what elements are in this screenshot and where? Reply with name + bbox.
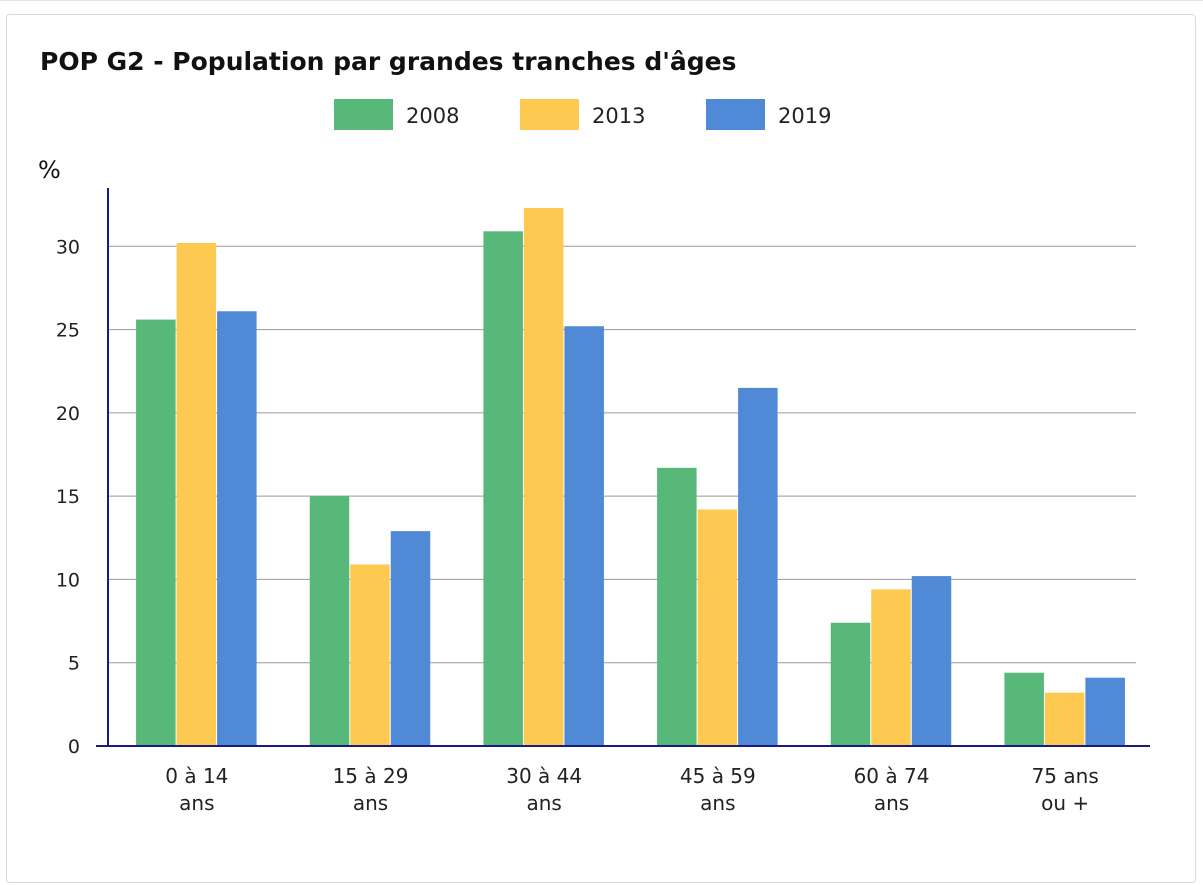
legend-swatch-2019 (706, 99, 765, 130)
bars (136, 207, 1125, 747)
x-tick-label-line: ans (353, 791, 388, 815)
bar-2008-1 (309, 496, 350, 746)
y-tick-label: 25 (56, 320, 80, 342)
legend-label: 2019 (778, 104, 831, 128)
x-tick-label: 45 à 59 ans (680, 764, 756, 815)
x-tick-label-line: 15 à 29 (333, 764, 409, 788)
x-tick-label-line: 0 à 14 (165, 764, 228, 788)
bar-2013-2 (523, 207, 564, 747)
legend-swatch-2013 (520, 99, 579, 130)
bar-2019-0 (217, 311, 257, 746)
chart-title: POP G2 - Population par grandes tranches… (40, 47, 737, 76)
bar-2008-2 (483, 231, 523, 746)
x-tick-label-line: 60 à 74 (854, 764, 930, 788)
y-tick-label: 20 (56, 403, 80, 425)
x-tick-label-line: ans (700, 791, 735, 815)
bar-2013-4 (871, 589, 911, 746)
bar-2013-3 (697, 509, 738, 746)
y-tick-label: 0 (68, 736, 80, 758)
x-tick-label: 60 à 74 ans (854, 764, 930, 815)
x-tick-label-line: 30 à 44 (506, 764, 582, 788)
y-axis-unit: % (38, 156, 61, 184)
x-tick-label: 15 à 29 ans (333, 764, 409, 815)
x-tick-label-line: 75 ans (1032, 764, 1099, 788)
bar-2019-2 (564, 326, 604, 746)
legend-swatch-2008 (334, 99, 393, 130)
bar-2008-4 (830, 622, 871, 746)
x-tick-label-line: 45 à 59 (680, 764, 756, 788)
legend-label: 2008 (406, 104, 459, 128)
x-tick-label-line: ou + (1041, 791, 1089, 815)
x-tick-label: 30 à 44 ans (506, 764, 582, 815)
y-tick-label: 15 (56, 486, 80, 508)
y-axis-ticks: 0 5 10 15 20 25 30 (56, 236, 80, 758)
top-border-line (0, 0, 1203, 1)
bar-2019-5 (1085, 677, 1125, 746)
bar-2008-3 (657, 467, 697, 746)
legend: 2008 2013 2019 (334, 99, 831, 130)
bar-2013-5 (1044, 692, 1085, 746)
bar-2019-3 (738, 387, 778, 746)
x-tick-label: 0 à 14 ans (165, 764, 228, 815)
bar-2019-1 (390, 531, 431, 746)
x-tick-label-line: ans (526, 791, 561, 815)
bar-2008-0 (136, 319, 176, 746)
y-tick-label: 30 (56, 236, 80, 258)
y-tick-label: 5 (68, 653, 80, 675)
x-tick-label-line: ans (874, 791, 909, 815)
bar-2008-5 (1004, 672, 1044, 746)
x-tick-label-line: ans (179, 791, 214, 815)
bar-2013-0 (176, 242, 217, 746)
bar-2013-1 (350, 564, 390, 746)
x-tick-label: 75 ans ou + (1032, 764, 1099, 815)
y-tick-label: 10 (56, 569, 80, 591)
axes (96, 188, 1150, 747)
bar-2019-4 (911, 576, 952, 746)
gridlines (108, 245, 1136, 664)
legend-label: 2013 (592, 104, 645, 128)
